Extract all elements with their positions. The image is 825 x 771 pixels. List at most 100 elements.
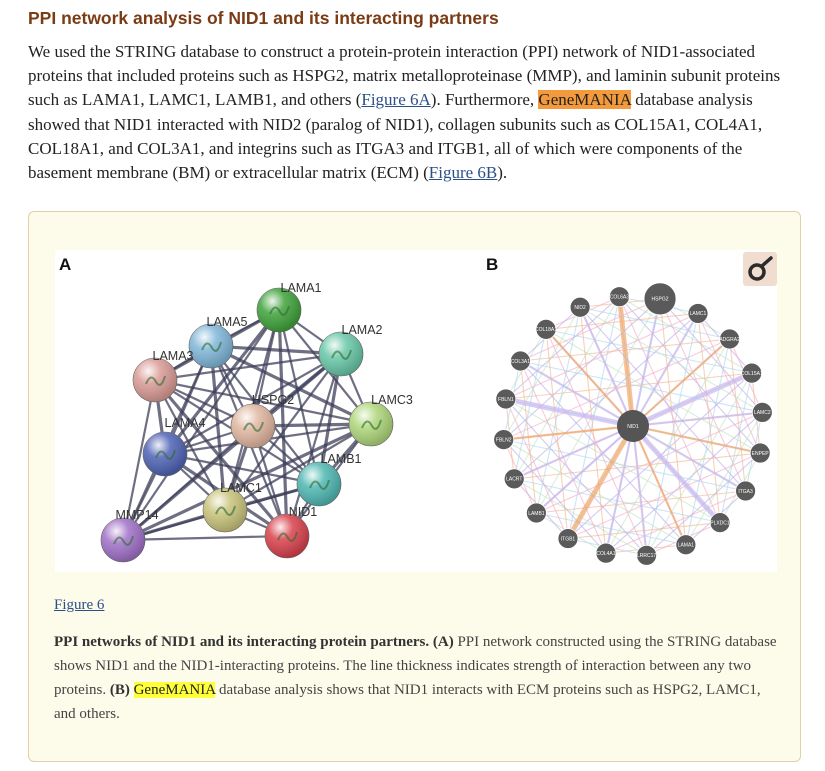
genemania-node-label: LAMC2 — [754, 410, 771, 416]
string-edge — [154, 378, 372, 426]
genemania-edge — [503, 424, 634, 441]
genemania-edge — [616, 296, 636, 427]
genemania-edge — [520, 360, 763, 413]
string-edge — [163, 309, 281, 455]
string-node-label: LAMA3 — [153, 349, 194, 363]
string-node-lama3[interactable] — [132, 357, 178, 403]
genemania-node-center[interactable]: NID1 — [617, 410, 649, 442]
string-edge — [154, 352, 342, 382]
body-text-2: ). Furthermore, — [430, 90, 539, 110]
genemania-edge — [565, 424, 636, 540]
string-edge — [209, 345, 227, 511]
string-node-label: LAMA2 — [342, 323, 383, 337]
genemania-node-lrrc17[interactable]: LRRC17 — [636, 544, 657, 566]
genemania-edge — [604, 425, 635, 554]
genemania-node-label: COL6A3 — [610, 295, 629, 301]
genemania-node-label: COL4A1 — [596, 551, 615, 557]
genemania-edge — [519, 360, 634, 427]
genemania-node-label: ITGA3 — [738, 489, 753, 495]
genemania-edge — [505, 396, 634, 429]
genemania-node-label: ADGRA2 — [719, 337, 740, 343]
genemania-edge — [632, 338, 731, 427]
string-node-lama4[interactable] — [142, 431, 188, 477]
genemania-node-label: LAMB1 — [528, 511, 545, 517]
genemania-edge — [579, 306, 635, 427]
genemania-edge — [579, 306, 746, 492]
genemania-node-lamb1[interactable]: LAMB1 — [525, 502, 547, 524]
genemania-edge — [520, 338, 730, 362]
figure-6-image[interactable]: A B LAMA1 LAMA5 LAMA2 LAMA3 HSPG2 LAMC3 LAMA4 L… — [55, 250, 777, 572]
genemania-highlight: GeneMANIA — [538, 90, 631, 110]
genemania-node-col3a1[interactable]: COL3A1 — [510, 350, 531, 372]
genemania-node-label: COL15A1 — [741, 371, 763, 377]
ring-logo-icon — [743, 252, 777, 286]
string-edge — [153, 378, 289, 538]
genemania-node-lamc2[interactable]: LAMC2 — [751, 402, 773, 423]
figure-6b-link[interactable]: Figure 6B — [428, 163, 498, 183]
genemania-node-label: FBLN1 — [498, 397, 514, 403]
figure-box: A B LAMA1 LAMA5 LAMA2 LAMA3 HSPG2 LAMC3 LAMA4 L… — [28, 211, 801, 762]
string-node-label: NID1 — [289, 505, 318, 519]
string-node-label: LAMA4 — [165, 416, 206, 430]
string-node-lama1[interactable] — [256, 287, 302, 333]
string-node-lamb1[interactable] — [296, 461, 342, 507]
string-edge — [122, 534, 288, 542]
genemania-node-lacrt[interactable]: LACRT — [503, 468, 525, 490]
genemania-edge — [632, 411, 763, 428]
genemania-edge — [505, 372, 752, 400]
genemania-node-itga3[interactable]: ITGA3 — [735, 480, 756, 502]
caption-b-marker: (B) — [109, 682, 130, 698]
genemania-node-label: COL18A1 — [535, 327, 557, 333]
genemania-node-col6a3[interactable]: COL6A3 — [609, 286, 630, 308]
string-node-hspg2[interactable] — [230, 403, 276, 449]
caption-title: PPI networks of NID1 and its interacting… — [54, 634, 430, 650]
genemania-edge — [632, 312, 699, 427]
figure-6-link[interactable]: Figure 6 — [54, 597, 105, 613]
genemania-node-hspg2[interactable]: HSPG2 — [643, 282, 677, 316]
string-node-label: LAMA5 — [207, 315, 248, 329]
string-node-lamc3[interactable] — [348, 401, 394, 447]
genemania-nodes: NID1 COL6A3 HSPG2 LAMC1 ADGRA2 COL15A1 LAMC2 EN… — [493, 282, 773, 566]
genemania-node-enpep[interactable]: ENPEP — [749, 442, 771, 464]
genemania-node-plxdc1[interactable]: PLXDC1 — [709, 512, 731, 534]
string-node-label: MMP14 — [115, 508, 158, 522]
genemania-node-fbln2[interactable]: FBLN2 — [493, 429, 515, 450]
figure-caption: PPI networks of NID1 and its interacting… — [54, 630, 779, 726]
string-node-lamc1[interactable] — [202, 487, 248, 533]
genemania-node-fbln1[interactable]: FBLN1 — [495, 388, 517, 410]
genemania-edge — [513, 424, 634, 480]
genemania-node-lama1[interactable]: LAMA1 — [675, 534, 697, 556]
figure-6a-link[interactable]: Figure 6A — [361, 90, 431, 110]
genemania-edge — [545, 328, 752, 374]
caption-genemania-highlight: GeneMANIA — [133, 682, 216, 698]
string-edge — [277, 309, 289, 537]
body-text-1: We used the STRING database to construct… — [28, 42, 781, 110]
string-edge — [121, 379, 157, 541]
genemania-edge — [632, 424, 761, 455]
genemania-node-label: ENPEP — [752, 451, 770, 457]
genemania-node-col4a1[interactable]: COL4A1 — [595, 542, 617, 564]
genemania-edges — [503, 296, 763, 556]
string-node-lama2[interactable] — [318, 331, 364, 377]
genemania-edge — [545, 328, 761, 454]
genemania-edge — [545, 312, 699, 330]
genemania-node-nid2[interactable]: NID2 — [569, 296, 591, 318]
body-paragraph: We used the STRING database to construct… — [28, 40, 798, 185]
string-edge — [122, 422, 372, 542]
genemania-edge — [631, 424, 722, 525]
panel-a-letter: A — [59, 255, 71, 274]
genemania-node-col18a1[interactable]: COL18A1 — [535, 318, 557, 340]
string-node-mmp14[interactable] — [100, 517, 146, 563]
genemania-node-itgb1[interactable]: ITGB1 — [557, 528, 579, 549]
genemania-node-adgra2[interactable]: ADGRA2 — [719, 328, 740, 350]
genemania-node-label: FBLN2 — [496, 437, 512, 443]
string-node-lama5[interactable] — [188, 323, 234, 369]
caption-a-marker: (A) — [432, 634, 454, 650]
string-node-nid1[interactable] — [264, 513, 310, 559]
genemania-node-lamc1[interactable]: LAMC1 — [687, 303, 709, 324]
genemania-node-label: PLXDC1 — [710, 520, 730, 526]
genemania-edge — [579, 306, 763, 413]
genemania-node-col15a1[interactable]: COL15A1 — [741, 362, 763, 384]
string-nodes: LAMA1 LAMA5 LAMA2 LAMA3 HSPG2 LAMC3 LAMA4 LAMB1… — [100, 281, 413, 563]
genemania-edge — [631, 298, 662, 427]
